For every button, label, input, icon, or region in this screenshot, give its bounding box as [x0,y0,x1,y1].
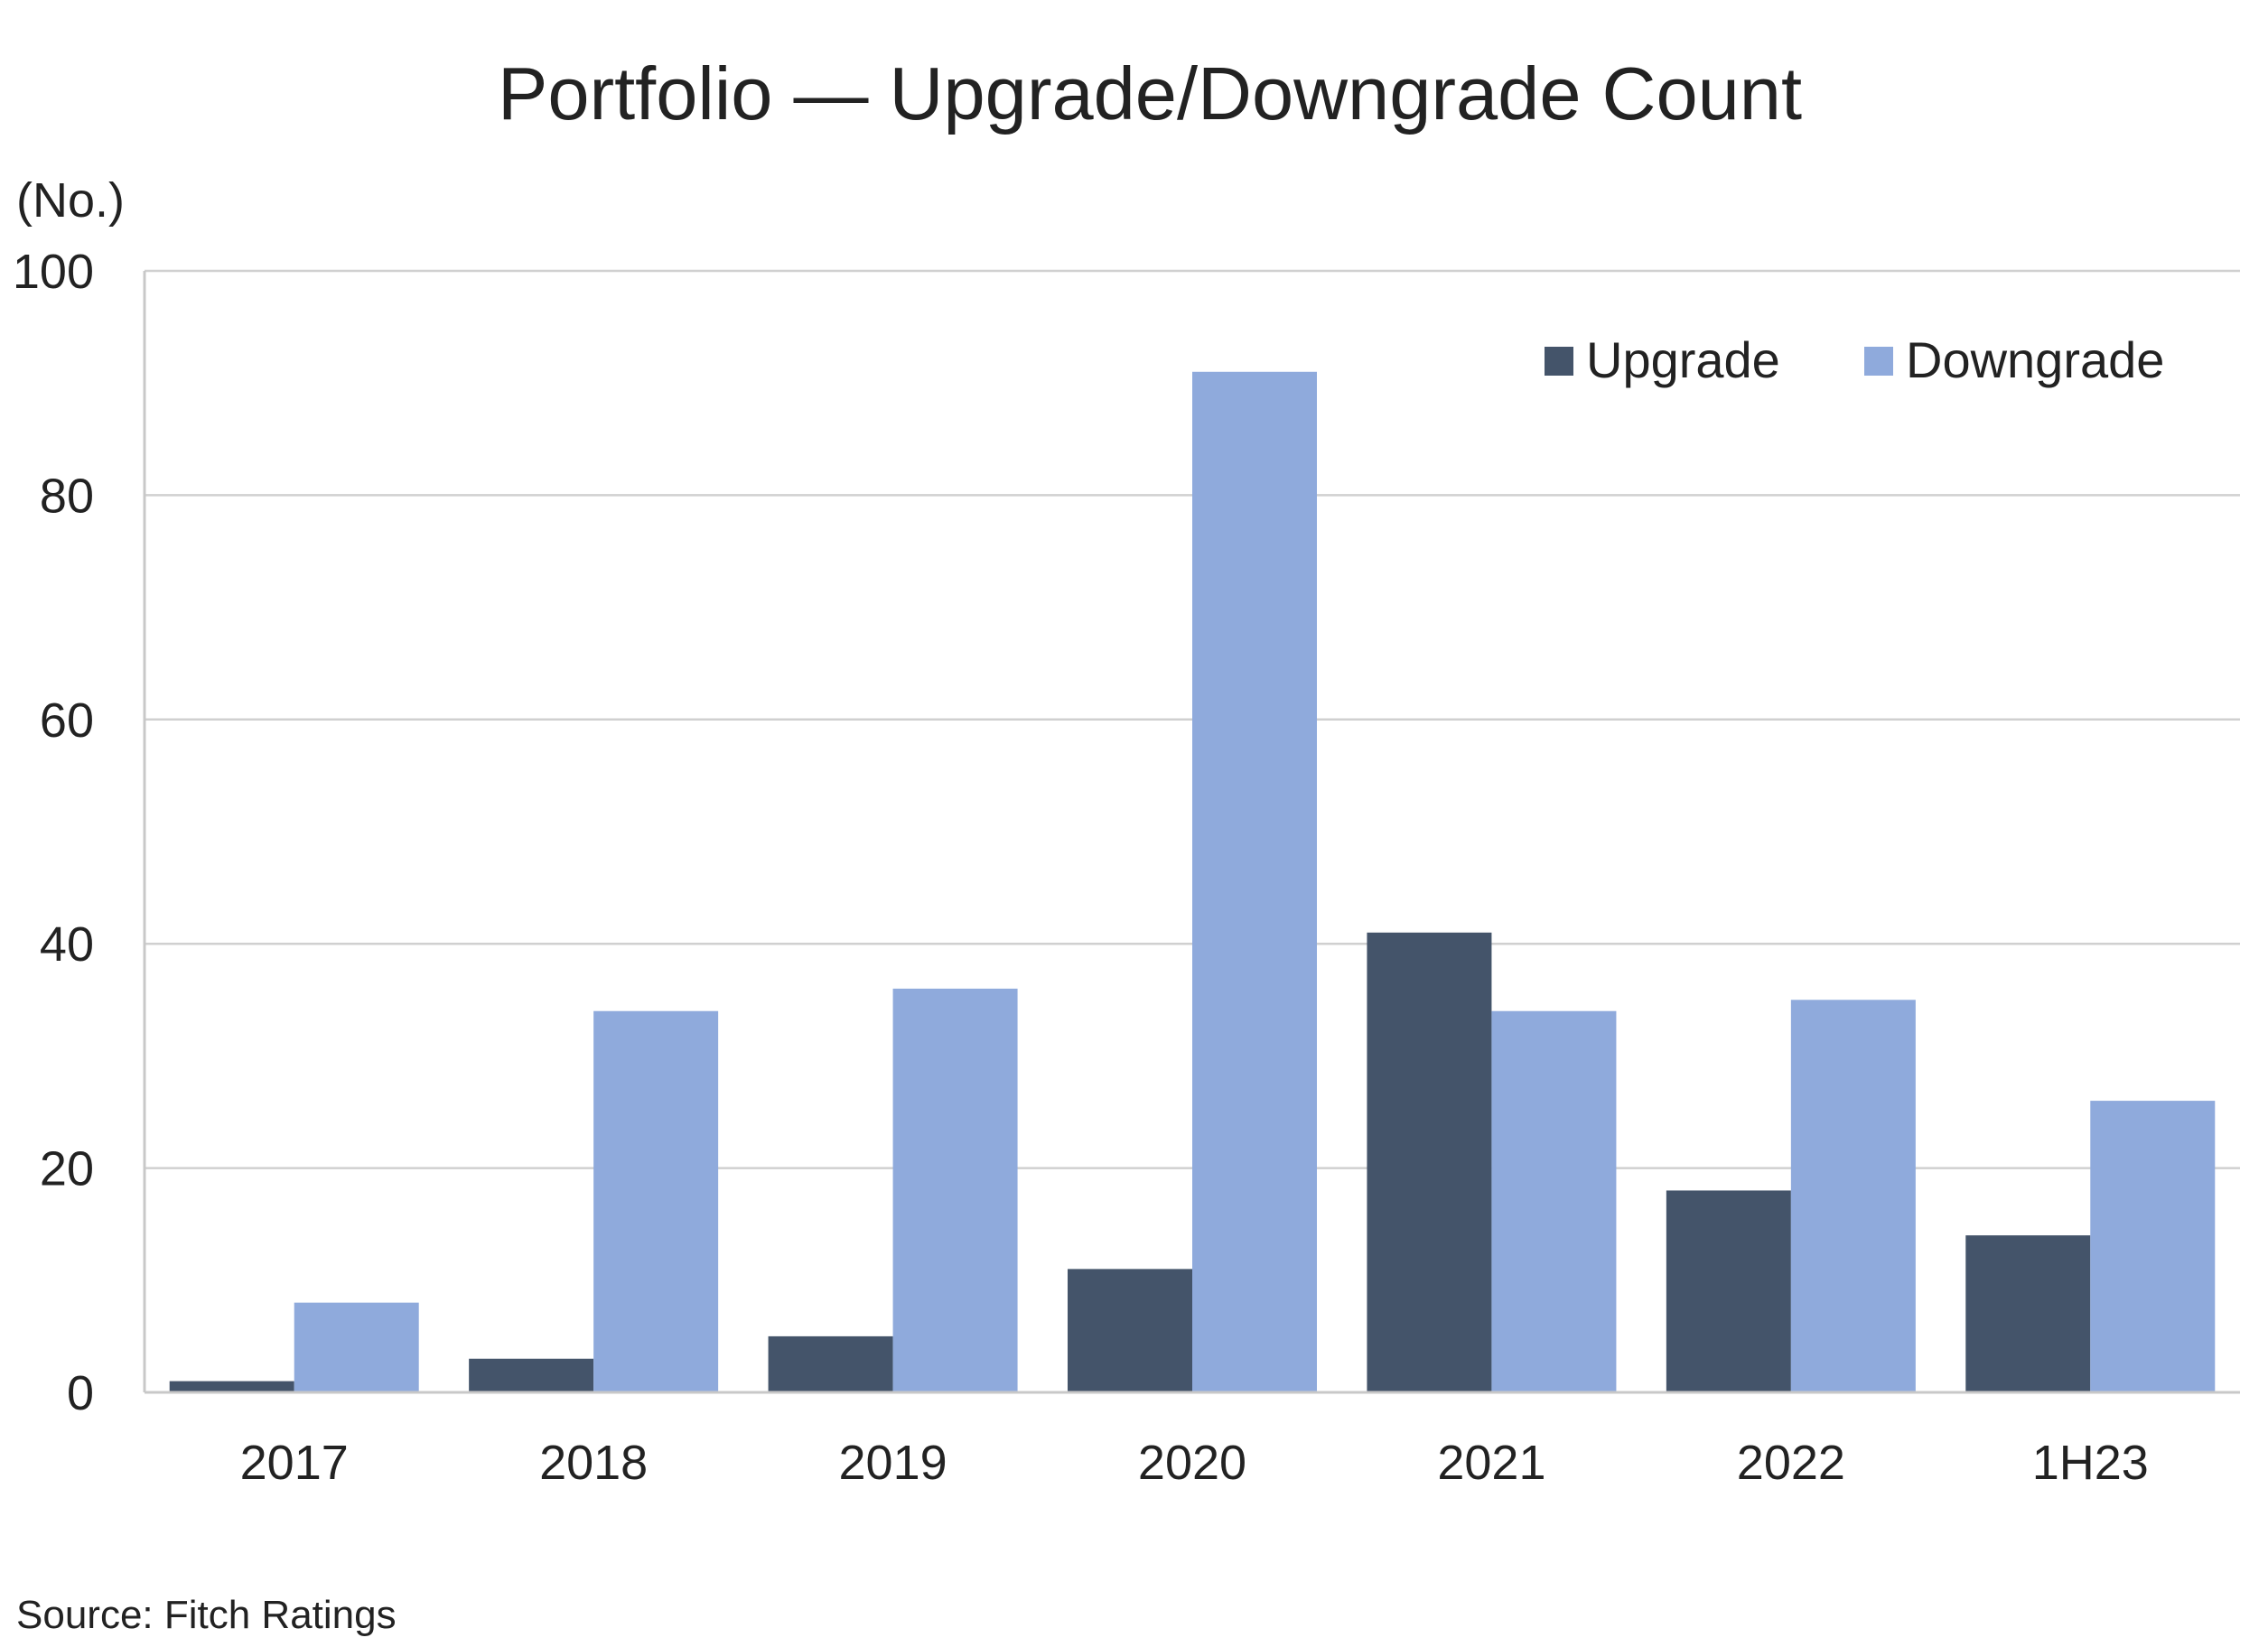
y-tick-label: 80 [40,469,94,523]
y-tick-label: 40 [40,917,94,972]
bar-upgrade-2017 [169,1381,294,1392]
y-tick-label: 0 [67,1366,94,1420]
bar-upgrade-2020 [1068,1269,1192,1392]
bar-downgrade-2022 [1790,1000,1916,1392]
bar-downgrade-2018 [593,1010,719,1392]
bar-downgrade-2019 [892,988,1018,1392]
bar-downgrade-1H23 [2090,1101,2216,1392]
legend-swatch-downgrade [1864,347,1893,376]
bar-upgrade-1H23 [1965,1235,2091,1392]
x-tick-label: 2019 [839,1436,947,1490]
bar-downgrade-2020 [1192,371,1317,1392]
chart-title: Portfolio — Upgrade/Downgrade Count [498,51,1802,135]
bars [169,371,2216,1392]
bar-downgrade-2017 [294,1302,419,1392]
axes: 2017 2018 2019 2020 2021 2022 1H23 [143,271,2240,1490]
x-tick-label: 2020 [1138,1436,1246,1490]
gridlines: 0 20 40 60 80 100 [13,245,2240,1420]
legend-swatch-upgrade [1545,347,1573,376]
y-tick-label: 100 [13,245,94,299]
bar-upgrade-2018 [469,1358,594,1392]
x-tick-label: 2018 [539,1436,648,1490]
legend: Upgrade Downgrade [1545,331,2164,388]
legend-label-upgrade: Upgrade [1586,331,1780,388]
source-note: Source: Fitch Ratings [16,1593,397,1637]
x-tick-label: 2022 [1737,1436,1845,1490]
x-tick-label: 2021 [1437,1436,1545,1490]
bar-downgrade-2021 [1491,1010,1617,1392]
y-tick-label: 60 [40,693,94,748]
bar-upgrade-2019 [768,1335,893,1392]
x-tick-label: 2017 [240,1436,349,1490]
legend-label-downgrade: Downgrade [1906,331,2164,388]
bar-upgrade-2021 [1367,932,1492,1392]
x-tick-label: 1H23 [2032,1436,2149,1490]
y-tick-label: 20 [40,1142,94,1196]
bar-upgrade-2022 [1666,1190,1791,1392]
y-axis-unit-label: (No.) [16,173,125,228]
